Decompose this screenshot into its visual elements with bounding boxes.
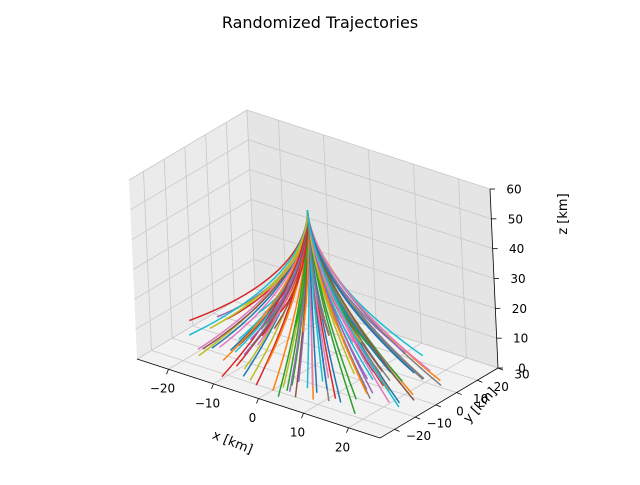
y-tick-label: 30 [514,368,529,382]
x-tick-label: 0 [249,411,257,425]
grid-z-back [249,169,493,250]
y-tick-label: −10 [427,417,452,431]
z-tick-label: 60 [506,183,521,197]
trajectory-line [306,210,356,375]
z-tick-label: 50 [508,212,523,226]
grid-z-left [134,228,253,300]
y-axis-line [379,367,499,439]
y-tick-label: 10 [473,392,488,406]
z-tick-label: 40 [509,242,524,256]
trajectory-line [209,210,309,330]
z-tick-label: 20 [512,302,527,316]
y-tick-label-mark [456,392,462,395]
trajectory-line [306,210,415,374]
chart-title: Randomized Trajectories [222,13,418,32]
grid-y-floor [192,325,437,406]
x-tick-label-mark [256,398,259,404]
x-tick-label-mark [346,427,349,433]
trajectory-series [188,210,442,415]
grid-z-left [130,139,249,211]
y-tick-label-mark [477,379,483,383]
x-tick-label: −20 [150,382,175,396]
x-tick-label-mark [211,383,214,390]
trajectory-line [279,210,309,313]
y-tick-label: 0 [456,404,464,418]
grid-z-back [250,199,495,279]
y-tick-label: 20 [494,380,509,394]
z-axis-label: z [km] [556,193,571,234]
z-tick-label: 30 [510,272,525,286]
trajectory-line [306,210,324,320]
trajectory-line [251,210,309,347]
z-tick-label: 0 [518,362,526,376]
grid-x-floor [303,342,422,414]
trajectory-line [221,210,309,378]
z-tick-label: 10 [513,332,528,346]
x-tick-label: −10 [195,396,220,410]
grid-z-back [246,109,491,190]
grid-z-back [252,228,496,309]
x-tick-label: 20 [335,440,350,454]
x-tick-label-mark [301,412,304,419]
x-tick-label: 10 [290,426,305,440]
grid-z-back [248,139,492,220]
y-tick-label: −20 [406,429,431,443]
y-tick-label-mark [394,429,400,432]
grid-z-left [135,258,254,330]
x-tick-label-mark [166,369,169,375]
grid-z-left [131,169,250,241]
axes-edges [136,188,504,439]
trajectory-line [306,210,400,408]
grid-z-left [128,109,248,181]
x-axis-label: x [km] [210,428,255,458]
y-tick-label-mark [435,404,442,408]
grid-z-left [132,199,252,270]
y-tick-label-mark [415,416,421,420]
